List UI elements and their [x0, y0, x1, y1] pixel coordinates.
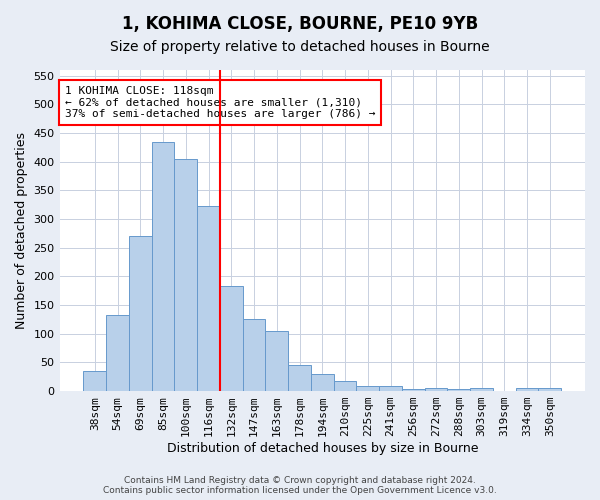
Bar [448, 389, 470, 391]
Bar [83, 371, 106, 391]
Bar [334, 381, 356, 391]
Text: 1 KOHIMA CLOSE: 118sqm
← 62% of detached houses are smaller (1,310)
37% of semi-: 1 KOHIMA CLOSE: 118sqm ← 62% of detached… [65, 86, 375, 120]
Bar [106, 316, 129, 391]
Bar [242, 320, 265, 391]
Y-axis label: Number of detached properties: Number of detached properties [15, 132, 28, 329]
Bar [356, 386, 379, 391]
Bar [220, 286, 242, 391]
Text: 1, KOHIMA CLOSE, BOURNE, PE10 9YB: 1, KOHIMA CLOSE, BOURNE, PE10 9YB [122, 15, 478, 33]
Bar [425, 388, 448, 391]
Bar [152, 142, 175, 391]
Bar [538, 388, 561, 391]
Bar [515, 388, 538, 391]
Bar [402, 389, 425, 391]
Bar [129, 236, 152, 391]
Bar [288, 364, 311, 391]
Bar [197, 206, 220, 391]
Bar [175, 159, 197, 391]
Text: Size of property relative to detached houses in Bourne: Size of property relative to detached ho… [110, 40, 490, 54]
Text: Contains HM Land Registry data © Crown copyright and database right 2024.
Contai: Contains HM Land Registry data © Crown c… [103, 476, 497, 495]
Bar [265, 331, 288, 391]
Bar [379, 386, 402, 391]
X-axis label: Distribution of detached houses by size in Bourne: Distribution of detached houses by size … [167, 442, 478, 455]
Bar [311, 374, 334, 391]
Bar [470, 388, 493, 391]
